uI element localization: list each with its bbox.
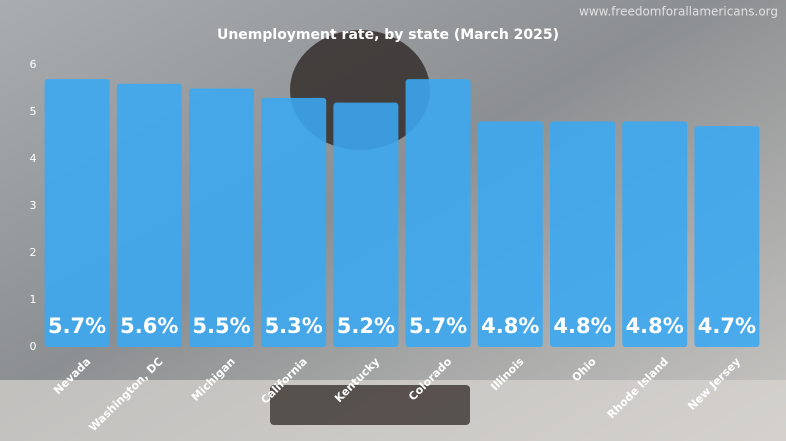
- value-label: 4.8%: [481, 314, 539, 338]
- value-label: 5.3%: [265, 314, 323, 338]
- y-tick-label: 3: [30, 199, 37, 212]
- notebook: [270, 385, 470, 425]
- bar: [405, 79, 471, 347]
- value-label: 5.7%: [409, 314, 467, 338]
- chart-title: Unemployment rate, by state (March 2025): [217, 27, 559, 43]
- bar: [622, 121, 688, 348]
- bar: [189, 88, 254, 347]
- value-label: 4.7%: [698, 314, 756, 338]
- bar: [261, 97, 327, 348]
- bar: [333, 102, 399, 347]
- y-tick-label: 4: [30, 152, 37, 165]
- y-tick-label: 0: [30, 340, 37, 353]
- bar: [550, 121, 615, 348]
- y-tick-label: 1: [30, 293, 37, 306]
- bar: [116, 83, 182, 348]
- value-label: 5.5%: [192, 314, 250, 338]
- bar: [44, 79, 110, 347]
- bar: [694, 126, 760, 347]
- value-label: 5.2%: [337, 314, 395, 338]
- value-label: 4.8%: [553, 314, 611, 338]
- value-label: 5.7%: [48, 314, 106, 338]
- value-label: 5.6%: [120, 314, 178, 338]
- y-tick-label: 2: [30, 246, 37, 259]
- value-label: 4.8%: [626, 314, 684, 338]
- watermark: www.freedomforallamericans.org: [579, 5, 778, 19]
- y-tick-label: 6: [30, 58, 37, 71]
- y-tick-label: 5: [30, 105, 37, 118]
- bar: [477, 121, 543, 348]
